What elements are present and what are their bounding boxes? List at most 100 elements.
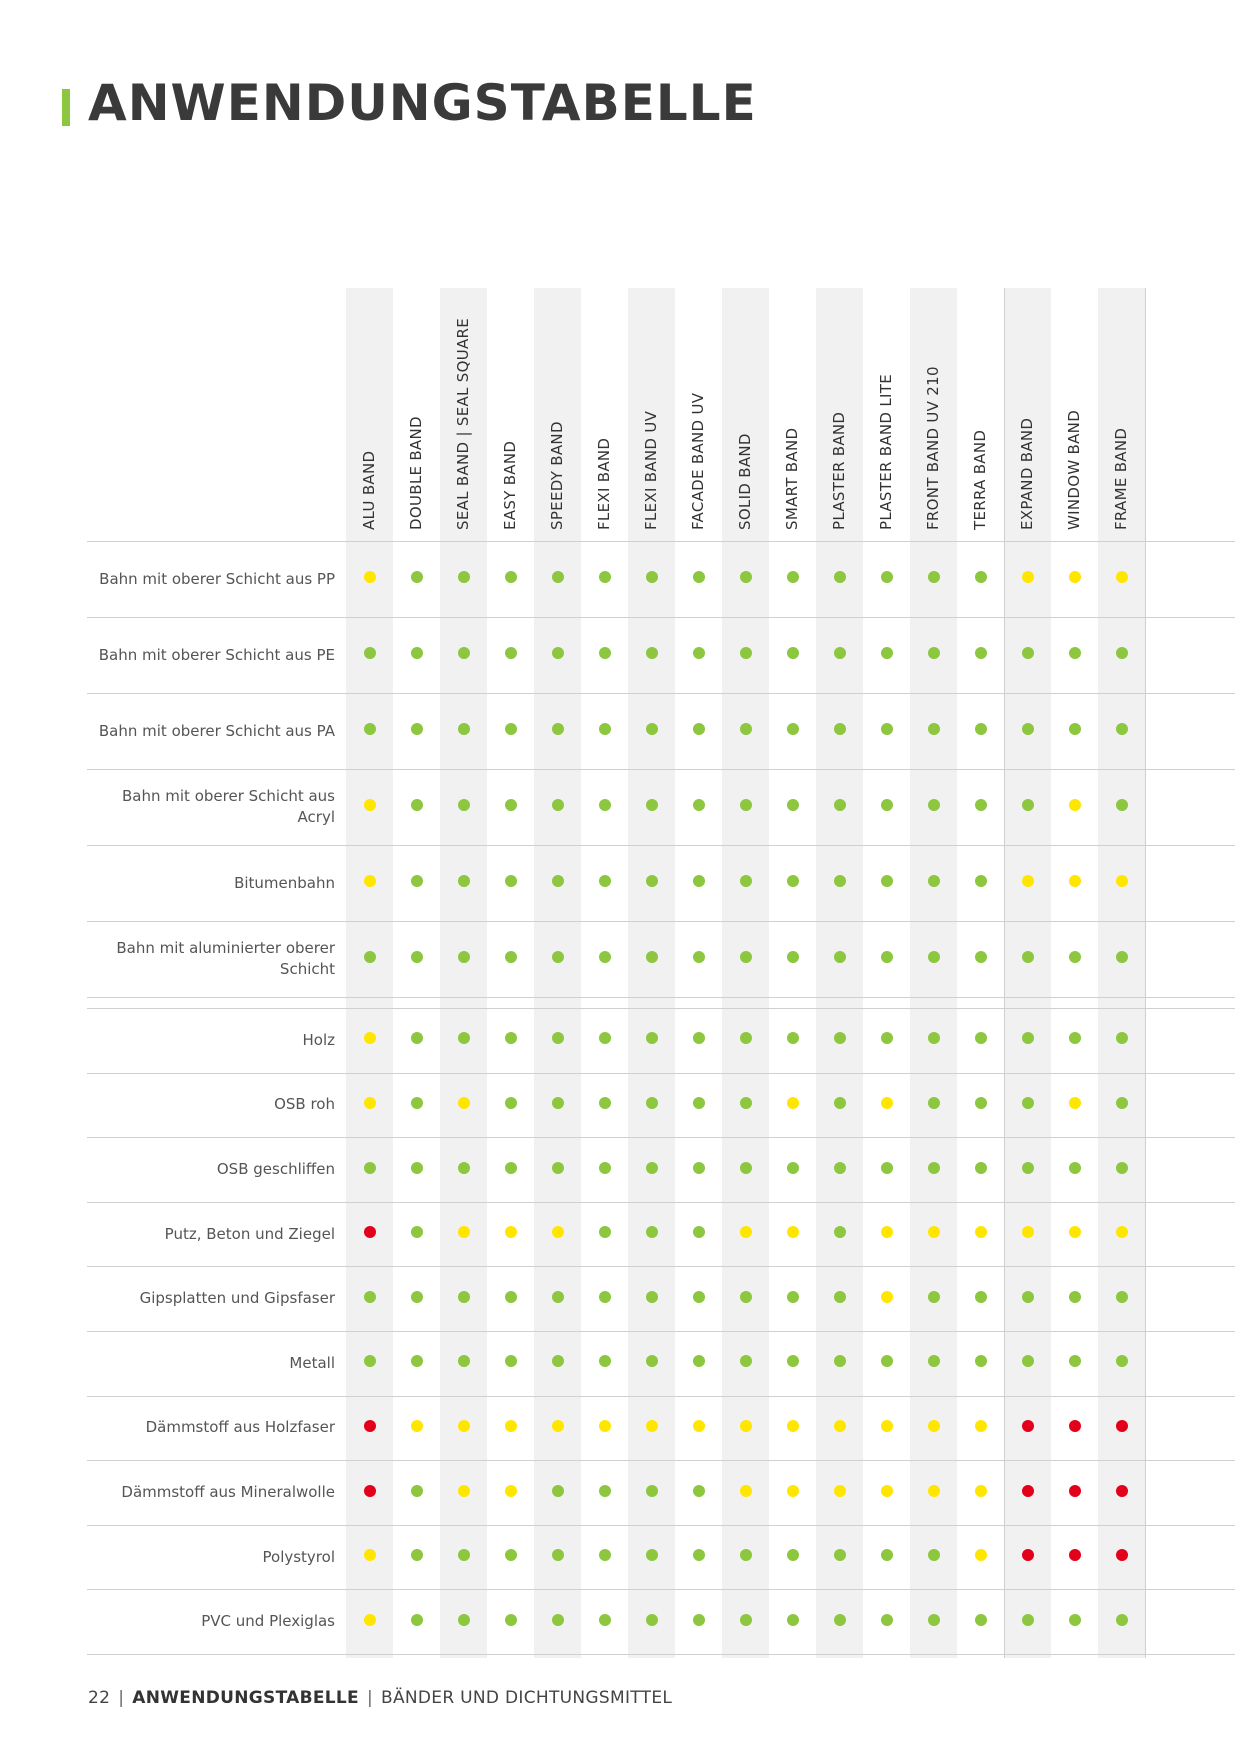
rating-dot-green — [786, 1032, 799, 1045]
column-header-label: SPEEDY BAND — [547, 421, 566, 530]
rating-dot-green — [1115, 1161, 1128, 1174]
rating-dot-green — [457, 1549, 470, 1562]
rating-dot-green — [833, 1290, 846, 1303]
row-divider — [87, 1137, 1235, 1138]
rating-dot-green — [504, 1290, 517, 1303]
rating-dot-green — [833, 1161, 846, 1174]
rating-dot-green — [551, 875, 564, 887]
rating-dot-green — [927, 1613, 940, 1626]
row-label: Holz — [302, 1030, 336, 1049]
rating-dot-yellow — [880, 1290, 893, 1303]
row-label: Bahn mit oberer Schicht aus PP — [99, 569, 335, 588]
rating-dot-green — [551, 1032, 564, 1045]
rating-dot-green — [363, 1355, 376, 1368]
rating-dot-green — [739, 951, 752, 963]
rating-dot-green — [880, 1355, 893, 1368]
rating-dot-green — [1021, 951, 1034, 963]
rating-dot-green — [833, 1226, 846, 1239]
rating-dot-green — [504, 1032, 517, 1045]
rating-dot-green — [645, 1226, 658, 1239]
rating-dot-green — [927, 1549, 940, 1562]
rating-dot-green — [457, 723, 470, 735]
rating-dot-green — [645, 1549, 658, 1562]
rating-dot-yellow — [645, 1419, 658, 1432]
rating-dot-green — [739, 1161, 752, 1174]
rating-dot-yellow — [551, 1419, 564, 1432]
rating-dot-green — [880, 1549, 893, 1562]
rating-dot-green — [833, 1355, 846, 1368]
rating-dot-green — [692, 875, 705, 887]
rating-dot-red — [363, 1226, 376, 1239]
column-header: DOUBLE BAND — [393, 288, 440, 530]
rating-dot-green — [598, 875, 611, 887]
rating-dot-yellow — [457, 1096, 470, 1109]
rating-dot-green — [1115, 1355, 1128, 1368]
rating-dot-yellow — [880, 1419, 893, 1432]
row-label: Metall — [289, 1353, 335, 1372]
rating-dot-yellow — [504, 1419, 517, 1432]
rating-dot-green — [692, 571, 705, 583]
rating-dot-green — [786, 1355, 799, 1368]
rating-dot-yellow — [363, 1032, 376, 1045]
column-header: FRONT BAND UV 210 — [910, 288, 957, 530]
rating-dot-green — [363, 951, 376, 963]
rating-dot-green — [833, 647, 846, 659]
rating-dot-green — [504, 723, 517, 735]
rating-dot-green — [692, 1161, 705, 1174]
rating-dot-yellow — [598, 1419, 611, 1432]
rating-dot-green — [645, 875, 658, 887]
column-header-label: SMART BAND — [782, 427, 801, 530]
rating-dot-yellow — [927, 1226, 940, 1239]
row-label: Dämmstoff aus Mineralwolle — [121, 1482, 335, 1501]
rating-dot-green — [692, 951, 705, 963]
column-header-label: FLEXI BAND — [594, 437, 613, 530]
rating-dot-green — [504, 875, 517, 887]
rating-dot-green — [833, 951, 846, 963]
rating-dot-green — [457, 1613, 470, 1626]
rating-dot-green — [598, 1032, 611, 1045]
rating-dot-green — [551, 1355, 564, 1368]
rating-dot-green — [410, 1161, 423, 1174]
rating-dot-yellow — [363, 1549, 376, 1562]
rating-dot-green — [551, 1161, 564, 1174]
rating-dot-yellow — [786, 1096, 799, 1109]
column-divider — [1004, 288, 1005, 1658]
row-label: Bahn mit aluminierter oberer Schicht — [116, 939, 335, 978]
rating-dot-green — [645, 1161, 658, 1174]
rating-dot-red — [1115, 1419, 1128, 1432]
rating-dot-green — [692, 1032, 705, 1045]
rating-dot-green — [645, 799, 658, 811]
rating-dot-green — [927, 1032, 940, 1045]
rating-dot-green — [927, 1096, 940, 1109]
rating-dot-green — [739, 1032, 752, 1045]
rating-dot-yellow — [786, 1419, 799, 1432]
rating-dot-yellow — [1068, 571, 1081, 583]
row-divider — [87, 693, 1235, 694]
rating-dot-green — [598, 1613, 611, 1626]
rating-dot-yellow — [739, 1419, 752, 1432]
rating-dot-green — [1115, 951, 1128, 963]
rating-dot-green — [880, 875, 893, 887]
rating-dot-green — [1068, 1290, 1081, 1303]
column-header-label: EXPAND BAND — [1017, 417, 1036, 530]
rating-dot-green — [551, 1096, 564, 1109]
row-label: Putz, Beton und Ziegel — [164, 1224, 335, 1243]
row-divider — [87, 1654, 1235, 1655]
column-header: FACADE BAND UV — [675, 288, 722, 530]
column-header: FLEXI BAND — [581, 288, 628, 530]
rating-dot-green — [457, 1290, 470, 1303]
rating-dot-green — [551, 571, 564, 583]
rating-dot-green — [786, 951, 799, 963]
rating-dot-green — [1068, 1032, 1081, 1045]
rating-dot-green — [457, 571, 470, 583]
rating-dot-green — [833, 1096, 846, 1109]
rating-dot-yellow — [974, 1484, 987, 1497]
column-header: SMART BAND — [769, 288, 816, 530]
rating-dot-green — [692, 1613, 705, 1626]
row-label: Bahn mit oberer Schicht aus Acryl — [122, 787, 335, 826]
rating-dot-green — [974, 799, 987, 811]
rating-dot-green — [692, 799, 705, 811]
rating-dot-green — [410, 799, 423, 811]
rating-dot-green — [410, 1032, 423, 1045]
rating-dot-green — [504, 799, 517, 811]
